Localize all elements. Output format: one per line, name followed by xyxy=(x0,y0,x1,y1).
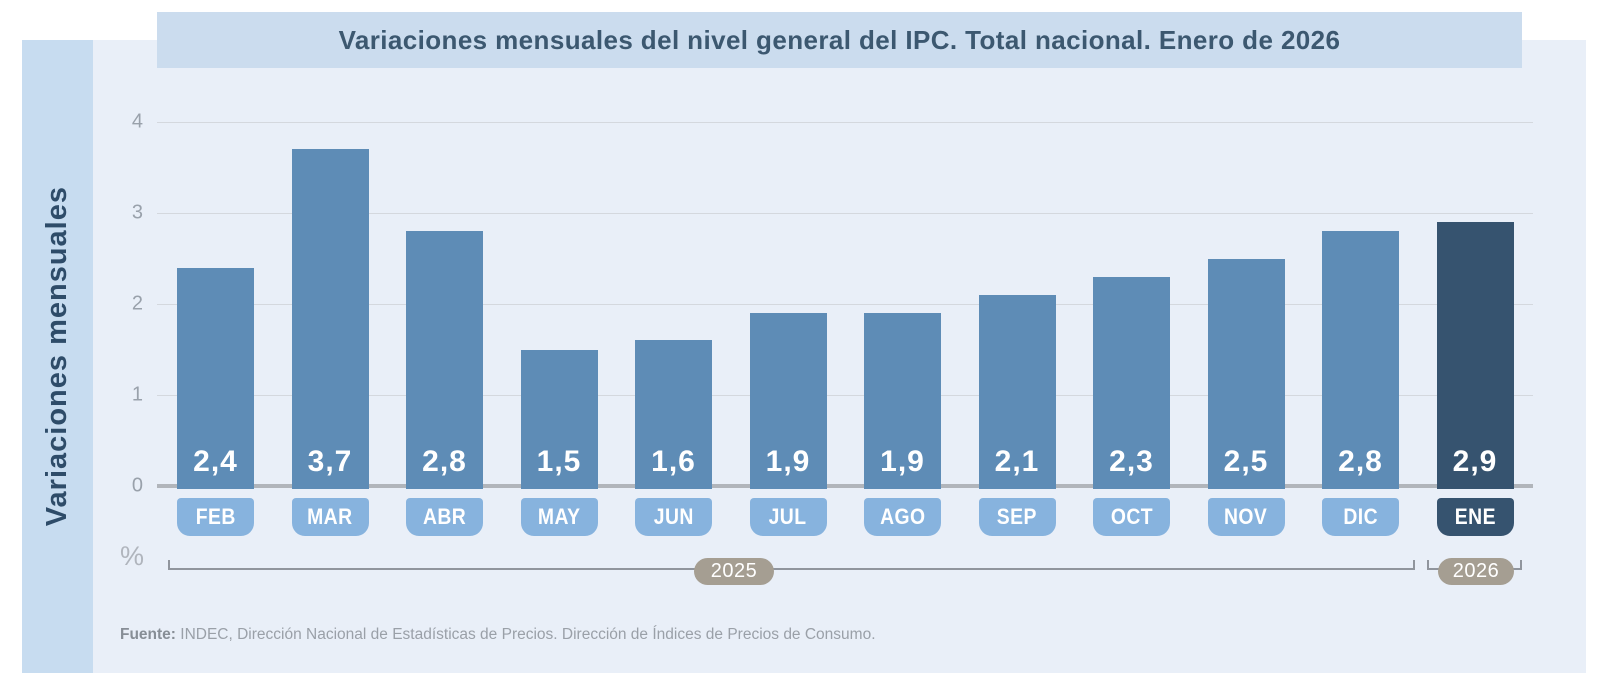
gridline-2 xyxy=(157,304,1533,305)
bracket-2025-line xyxy=(168,568,1415,570)
bar-feb: 2,4 xyxy=(177,267,254,489)
bracket-2025-left-tick xyxy=(168,560,170,570)
month-badge-label-feb: FEB xyxy=(195,504,236,529)
bar-may: 1,5 xyxy=(520,349,598,489)
year-pill-2026: 2026 xyxy=(1438,558,1514,585)
y-axis-title: Variaciones mensuales xyxy=(41,186,73,527)
bar-value-label-sep: 2,1 xyxy=(994,444,1040,478)
bar-value-label-feb: 2,4 xyxy=(193,444,238,478)
month-badge-label-abr: ABR xyxy=(422,504,467,529)
month-badge-label-ago: AGO xyxy=(879,504,926,529)
month-badge-ene: ENE xyxy=(1436,498,1514,536)
bar-value-label-abr: 2,8 xyxy=(422,444,467,478)
month-badge-abr: ABR xyxy=(406,498,483,536)
chart-panel: % 2025 2026 Fuente: INDEC, Dirección Nac… xyxy=(93,40,1586,673)
month-badge-label-jun: JUN xyxy=(653,504,694,529)
percent-unit-label: % xyxy=(120,541,145,571)
x-axis-zero-line xyxy=(157,484,1533,488)
bar-value-label-ago: 1,9 xyxy=(880,444,925,478)
bar-jun: 1,6 xyxy=(635,340,712,489)
month-badge-label-nov: NOV xyxy=(1224,504,1268,529)
month-badge-label-dic: DIC xyxy=(1343,504,1378,529)
bar-value-label-mar: 3,7 xyxy=(307,444,353,478)
bracket-2026-left-tick xyxy=(1427,560,1429,570)
month-badge-label-oct: OCT xyxy=(1110,504,1153,529)
bar-jul: 1,9 xyxy=(749,313,827,489)
source-note: Fuente: INDEC, Dirección Nacional de Est… xyxy=(120,626,876,644)
source-prefix: Fuente: xyxy=(120,626,176,643)
month-badge-sep: SEP xyxy=(978,498,1056,536)
y-tick-label-4: 4 xyxy=(131,110,143,133)
month-badge-label-sep: SEP xyxy=(996,504,1038,529)
bar-value-label-may: 1,5 xyxy=(536,445,582,478)
bar-nov: 2,5 xyxy=(1207,258,1285,489)
bar-value-label-nov: 2,5 xyxy=(1223,445,1269,478)
month-badge-label-ene: ENE xyxy=(1454,504,1496,529)
month-badge-jun: JUN xyxy=(635,498,712,536)
month-badge-jul: JUL xyxy=(749,498,827,536)
month-badge-label-jul: JUL xyxy=(769,504,807,529)
month-badge-feb: FEB xyxy=(177,498,254,536)
bar-ene: 2,9 xyxy=(1436,222,1514,489)
month-badge-label-mar: MAR xyxy=(307,504,353,529)
bar-ago: 1,9 xyxy=(864,313,941,489)
gridline-3 xyxy=(157,213,1533,214)
y-tick-label-0: 0 xyxy=(131,474,143,497)
gridline-4 xyxy=(157,122,1533,123)
month-badge-oct: OCT xyxy=(1093,498,1170,536)
bar-value-label-ene: 2,9 xyxy=(1452,444,1498,478)
source-text: INDEC, Dirección Nacional de Estadística… xyxy=(175,626,876,643)
month-badge-mar: MAR xyxy=(291,498,369,536)
title-banner: Variaciones mensuales del nivel general … xyxy=(157,12,1522,68)
bar-value-label-dic: 2,8 xyxy=(1338,444,1383,478)
month-badge-label-may: MAY xyxy=(537,504,581,529)
y-tick-label-3: 3 xyxy=(131,201,143,224)
bar-dic: 2,8 xyxy=(1322,231,1399,489)
month-badge-ago: AGO xyxy=(864,498,941,536)
bracket-2025-right-tick xyxy=(1413,560,1415,570)
month-badge-may: MAY xyxy=(520,498,598,536)
gridline-1 xyxy=(157,395,1533,396)
bracket-2026-right-tick xyxy=(1520,560,1522,570)
month-badge-nov: NOV xyxy=(1207,498,1285,536)
bar-mar: 3,7 xyxy=(291,149,369,489)
bar-value-label-jul: 1,9 xyxy=(765,444,811,478)
y-tick-label-2: 2 xyxy=(131,292,143,315)
bar-value-label-oct: 2,3 xyxy=(1109,444,1154,478)
y-tick-label-1: 1 xyxy=(131,383,143,406)
month-badge-dic: DIC xyxy=(1322,498,1399,536)
bar-oct: 2,3 xyxy=(1093,276,1170,489)
y-axis-title-strip: Variaciones mensuales xyxy=(22,40,93,673)
bar-abr: 2,8 xyxy=(406,231,483,489)
chart-title: Variaciones mensuales del nivel general … xyxy=(338,24,1341,55)
year-pill-2025: 2025 xyxy=(694,558,774,585)
bar-sep: 2,1 xyxy=(978,294,1056,489)
bar-value-label-jun: 1,6 xyxy=(651,444,696,478)
